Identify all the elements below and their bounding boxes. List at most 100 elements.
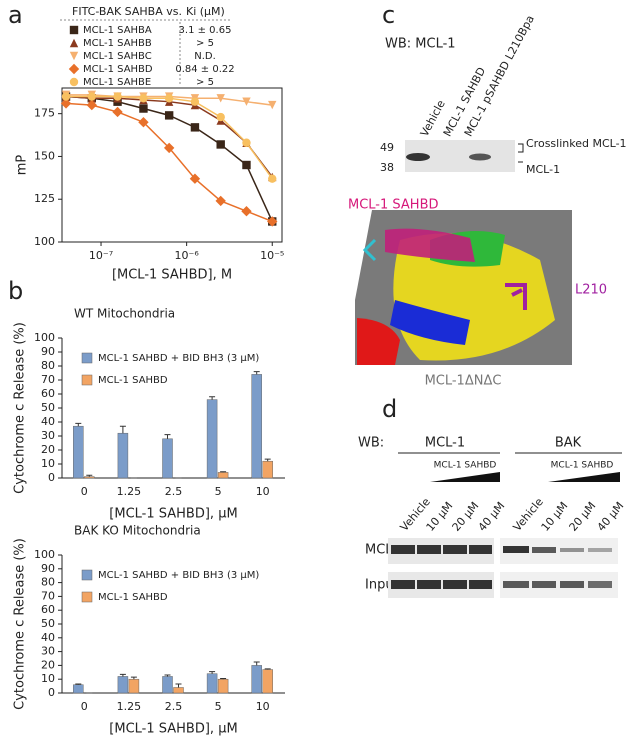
error-bar [175, 683, 182, 688]
residue-label: L210 [575, 283, 607, 298]
point [112, 106, 123, 118]
panel-label: b [8, 277, 23, 305]
legend-swatch [81, 569, 93, 581]
y-tick-label: 50 [41, 617, 55, 630]
point [60, 98, 72, 109]
bar [217, 678, 229, 694]
y-tick-label: 30 [41, 429, 55, 442]
error-bar [86, 474, 93, 477]
x-tick-label: 0 [81, 485, 88, 498]
y-tick-label: 100 [34, 235, 55, 248]
bar [162, 438, 173, 479]
bar [73, 425, 84, 479]
x-tick-label: 0 [81, 700, 88, 713]
bar [128, 678, 140, 694]
legend-label: MCL-1 SAHBB [83, 38, 152, 49]
wb-label: WB: [358, 436, 384, 451]
y-tick-label: 125 [34, 192, 55, 205]
legend-marker [68, 63, 80, 75]
ki-value: N.D. [194, 51, 216, 62]
legend-marker [69, 25, 79, 35]
point [139, 104, 148, 113]
x-tick-label: 10 [256, 700, 270, 713]
y-tick-label: 0 [48, 471, 55, 484]
point [113, 92, 122, 101]
bar [117, 432, 129, 479]
y-tick-label: 10 [41, 672, 55, 685]
point [268, 174, 277, 183]
legend-label: MCL-1 SAHBD + BID BH3 (3 µM) [98, 570, 259, 581]
point [87, 92, 96, 101]
panel-label: c [382, 1, 395, 29]
error-bar [164, 674, 171, 677]
chart-title: BAK KO Mitochondria [74, 524, 201, 538]
band [406, 153, 430, 161]
x-tick-label: 5 [215, 700, 222, 713]
y-tick-label: 70 [41, 373, 55, 386]
point [138, 117, 149, 128]
point [241, 206, 252, 217]
lane-label: 40 µM [595, 499, 627, 533]
y-tick-label: 30 [41, 645, 55, 658]
y-tick-label: 60 [41, 387, 55, 400]
legend-label: MCL-1 SAHBE [83, 77, 151, 88]
ki-value: 3.1 ± 0.65 [179, 25, 232, 36]
bar [84, 476, 95, 479]
series-line [65, 102, 273, 223]
x-tick-label: 10⁻⁶ [175, 249, 200, 262]
error-bar [164, 434, 171, 439]
error-bar [75, 683, 82, 685]
point [86, 99, 97, 111]
y-tick-label: 80 [41, 359, 55, 372]
y-tick-label: 150 [34, 149, 55, 162]
mw-marker: 38 [380, 161, 394, 174]
point [190, 123, 200, 132]
bar [251, 665, 262, 694]
x-tick-label: 10⁻⁵ [260, 249, 284, 262]
point [190, 97, 200, 106]
legend-swatch [81, 591, 93, 603]
legend-header: FITC-BAK SAHBA vs. [72, 5, 182, 18]
legend-label: MCL-1 SAHBD [98, 375, 168, 386]
bar [262, 669, 273, 694]
point [242, 160, 251, 170]
mw-marker: 49 [380, 141, 394, 154]
legend-marker [69, 38, 79, 48]
y-tick-label: 40 [41, 415, 55, 428]
ki-value: > 5 [196, 77, 214, 88]
point [216, 94, 225, 103]
band [469, 153, 491, 161]
ramp [430, 472, 500, 482]
group-label: BAK [555, 436, 582, 451]
x-axis-label: [MCL-1 SAHBD], µM [109, 722, 237, 737]
error-bar [119, 673, 126, 677]
error-bar [119, 425, 126, 434]
y-tick-label: 175 [34, 107, 55, 120]
wb-label: WB: MCL-1 [385, 37, 456, 52]
y-tick-label: 60 [41, 603, 55, 616]
y-tick-label: 70 [41, 589, 55, 602]
bracket [518, 143, 524, 163]
panel-label: a [8, 1, 23, 29]
error-bar [130, 676, 137, 680]
error-bar [75, 422, 82, 427]
point [163, 142, 175, 154]
error-bar [209, 671, 216, 674]
y-tick-label: 90 [41, 345, 55, 358]
legend-swatch [81, 374, 93, 386]
legend-label: MCL-1 SAHBD + BID BH3 (3 µM) [98, 353, 259, 364]
error-bar [253, 661, 260, 666]
point [242, 97, 251, 106]
y-tick-label: 20 [41, 658, 55, 671]
lane-label: 40 µM [476, 499, 508, 533]
y-tick-label: 20 [41, 443, 55, 456]
point [164, 111, 174, 120]
error-bar [220, 471, 227, 473]
y-axis-label: mP [15, 155, 30, 176]
ramp-label: MCL-1 SAHBD [434, 461, 497, 471]
point [189, 173, 201, 184]
lane-label: 20 µM [450, 499, 482, 533]
chart-title: WT Mitochondria [74, 307, 175, 321]
bar [262, 460, 273, 479]
point [216, 112, 225, 122]
